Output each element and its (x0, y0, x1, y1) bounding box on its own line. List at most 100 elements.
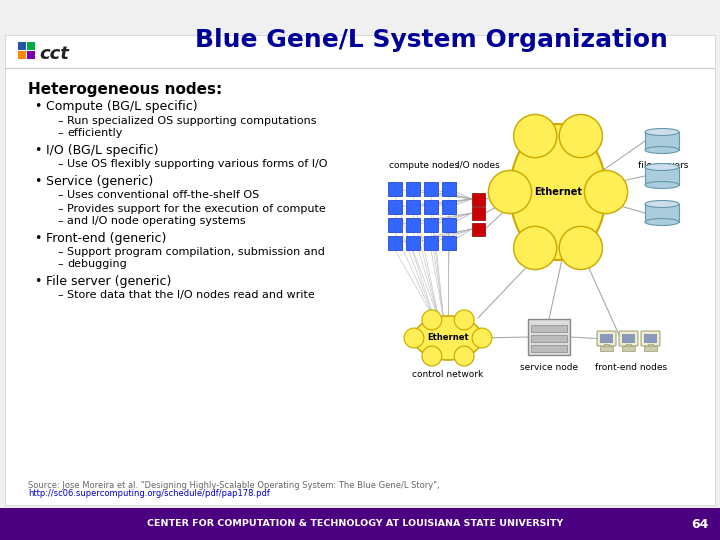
Text: Run specialized OS supporting computations: Run specialized OS supporting computatio… (67, 116, 317, 126)
Bar (644, 334, 657, 343)
Bar (424, 236, 438, 250)
Bar (528, 319, 570, 355)
Bar (18, 51, 26, 59)
Circle shape (488, 171, 531, 214)
Bar (406, 182, 420, 196)
Text: –: – (57, 128, 63, 138)
Bar (442, 200, 456, 214)
Text: –: – (57, 159, 63, 169)
Text: Uses conventional off-the-shelf OS: Uses conventional off-the-shelf OS (67, 190, 259, 200)
Bar (604, 344, 609, 347)
Text: –: – (57, 259, 63, 269)
Bar (388, 182, 402, 196)
Ellipse shape (414, 316, 482, 360)
Ellipse shape (645, 219, 679, 226)
Text: –: – (57, 116, 63, 126)
Text: –: – (57, 216, 63, 226)
Circle shape (513, 226, 557, 269)
Bar (424, 200, 438, 214)
Text: efficiently: efficiently (67, 128, 122, 138)
Bar (424, 218, 438, 232)
Ellipse shape (645, 129, 679, 136)
Bar (472, 223, 485, 236)
Text: service node: service node (520, 363, 578, 372)
Bar (27, 42, 35, 50)
Bar (531, 345, 567, 352)
Bar (622, 346, 635, 351)
Circle shape (404, 328, 424, 348)
Circle shape (422, 310, 442, 330)
Bar (18, 42, 26, 50)
Bar (406, 236, 420, 250)
Bar (0, 508, 720, 540)
Bar (406, 218, 420, 232)
Text: –: – (57, 190, 63, 200)
Bar (531, 335, 567, 342)
Text: 64: 64 (691, 517, 708, 530)
Bar (424, 182, 438, 196)
Circle shape (559, 226, 603, 269)
Text: •: • (34, 144, 41, 157)
Circle shape (585, 171, 628, 214)
Text: –: – (57, 204, 63, 214)
Text: and I/O node operating systems: and I/O node operating systems (67, 216, 246, 226)
Ellipse shape (645, 200, 679, 207)
Text: Use OS flexibly supporting various forms of I/O: Use OS flexibly supporting various forms… (67, 159, 328, 169)
Bar (645, 132, 679, 150)
Bar (645, 167, 679, 185)
Bar (626, 344, 631, 347)
Bar (388, 236, 402, 250)
Text: Service (generic): Service (generic) (46, 175, 153, 188)
Text: compute nodes: compute nodes (389, 161, 459, 170)
Text: cct: cct (39, 45, 69, 63)
Bar (645, 204, 679, 222)
Text: •: • (34, 100, 41, 113)
Text: file servers: file servers (638, 161, 688, 170)
Text: Ethernet: Ethernet (534, 187, 582, 197)
Text: CENTER FOR COMPUTATION & TECHNOLOGY AT LOUISIANA STATE UNIVERSITY: CENTER FOR COMPUTATION & TECHNOLOGY AT L… (147, 519, 563, 529)
Ellipse shape (645, 181, 679, 188)
Bar (644, 346, 657, 351)
Ellipse shape (645, 164, 679, 171)
Text: –: – (57, 290, 63, 300)
Bar (442, 236, 456, 250)
Text: Front-end (generic): Front-end (generic) (46, 232, 166, 245)
Text: Store data that the I/O nodes read and write: Store data that the I/O nodes read and w… (67, 290, 315, 300)
FancyBboxPatch shape (619, 331, 638, 346)
Bar (531, 325, 567, 332)
Circle shape (513, 114, 557, 158)
Bar (388, 200, 402, 214)
Text: •: • (34, 175, 41, 188)
Text: http://sc06.supercomputing.org/schedule/pdf/pap178.pdf: http://sc06.supercomputing.org/schedule/… (28, 489, 270, 498)
Text: control network: control network (413, 370, 484, 379)
FancyBboxPatch shape (641, 331, 660, 346)
Bar (472, 207, 485, 220)
Bar (442, 182, 456, 196)
Ellipse shape (645, 146, 679, 153)
Circle shape (559, 114, 603, 158)
Bar (472, 193, 485, 206)
Text: I/O (BG/L specific): I/O (BG/L specific) (46, 144, 158, 157)
Text: •: • (34, 275, 41, 288)
Bar (622, 334, 635, 343)
Text: Compute (BG/L specific): Compute (BG/L specific) (46, 100, 197, 113)
Text: I/O nodes: I/O nodes (456, 161, 500, 170)
Bar (27, 51, 35, 59)
Text: File server (generic): File server (generic) (46, 275, 171, 288)
Text: debugging: debugging (67, 259, 127, 269)
Bar (5, 35, 715, 505)
Text: Provides support for the execution of compute: Provides support for the execution of co… (67, 204, 325, 214)
Bar (600, 334, 613, 343)
Text: –: – (57, 247, 63, 257)
Bar (648, 344, 653, 347)
Text: Heterogeneous nodes:: Heterogeneous nodes: (28, 82, 222, 97)
Circle shape (454, 310, 474, 330)
Circle shape (472, 328, 492, 348)
Text: •: • (34, 232, 41, 245)
Text: front-end nodes: front-end nodes (595, 363, 667, 372)
Text: Ethernet: Ethernet (427, 334, 469, 342)
Text: Blue Gene/L System Organization: Blue Gene/L System Organization (195, 28, 668, 52)
Text: Support program compilation, submission and: Support program compilation, submission … (67, 247, 325, 257)
Bar (600, 346, 613, 351)
Text: Source: Jose Moreira et al. "Designing Highly-Scalable Operating System: The Blu: Source: Jose Moreira et al. "Designing H… (28, 481, 440, 490)
